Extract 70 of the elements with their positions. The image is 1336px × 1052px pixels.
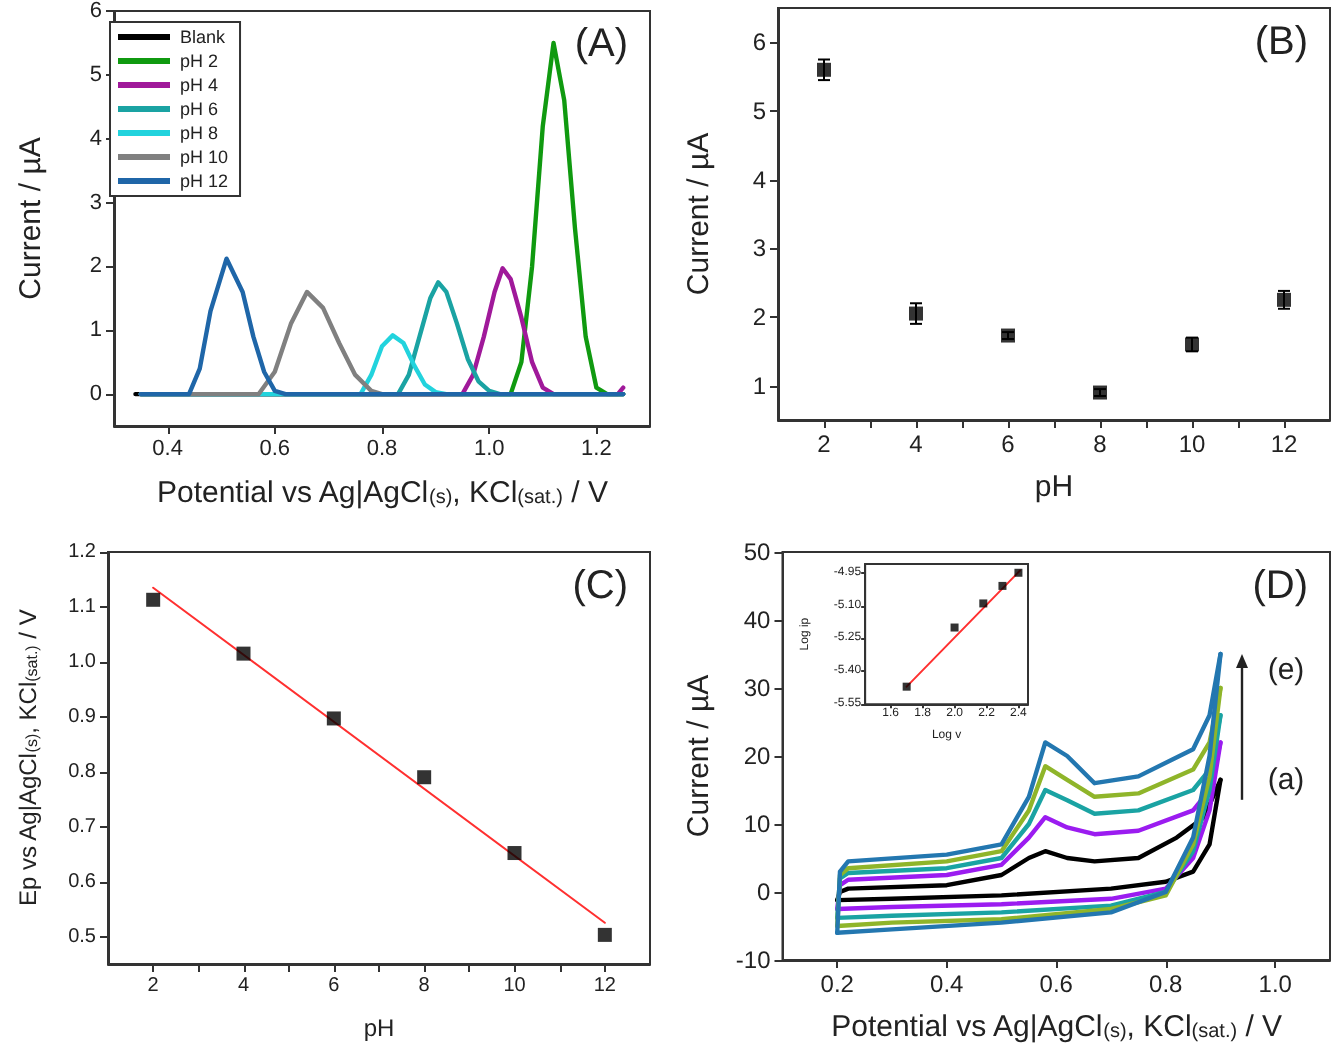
x-tick-label: 0.2 [820, 970, 855, 998]
y-tick-label: 1.2 [68, 541, 97, 563]
y-tick-label: 0 [89, 382, 102, 407]
chart-title: (A) [574, 22, 629, 66]
y-tick-label: 10 [743, 810, 772, 838]
annotation: (e) [1267, 653, 1305, 687]
y-tick-label: 3 [89, 190, 102, 215]
y-tick-label: 3 [752, 234, 767, 263]
legend-label: pH 10 [180, 147, 229, 167]
y-tick-label: 2 [89, 254, 102, 279]
y-tick-label: 0.6 [68, 870, 97, 893]
x-tick-label: 10 [1178, 430, 1206, 458]
legend-label: pH 8 [180, 123, 219, 143]
annotation: (a) [1267, 762, 1305, 797]
legend-label: pH 6 [180, 99, 219, 119]
y-tick-label: 40 [743, 606, 772, 634]
y-tick-label: 6 [752, 28, 767, 57]
x-tick-label: 0.6 [1039, 970, 1074, 998]
chart-title: (D) [1252, 564, 1308, 608]
y-tick-label: 0.7 [68, 815, 97, 838]
x-tick-label: 0.8 [366, 437, 398, 461]
legend-label: pH 2 [180, 51, 219, 71]
x-tick-label: 8 [418, 975, 431, 997]
x-axis-title: Potential vs Ag|AgCl(s), KCl(sat.) / V [831, 1010, 1283, 1044]
y-tick-label: 4 [752, 165, 767, 194]
x-tick-label: 0.6 [259, 437, 291, 461]
y-tick-label: 50 [743, 538, 772, 566]
y-tick-label: 2 [752, 303, 767, 331]
x-tick-label: 0.8 [1149, 970, 1184, 998]
x-tick-label: 1.0 [1258, 970, 1293, 998]
legend-label: pH 12 [180, 171, 229, 191]
x-tick-label: 2 [147, 975, 160, 997]
x-tick-label: 6 [328, 975, 341, 997]
y-axis-title: Current / µA [682, 674, 716, 838]
chart-title: (C) [572, 564, 628, 608]
x-tick-label: 10 [503, 975, 527, 997]
x-axis-title: Potential vs Ag|AgCl(s), KCl(sat.) / V [156, 476, 608, 510]
chart-title: (B) [1254, 20, 1309, 64]
y-tick-label: 1.1 [68, 595, 97, 618]
x-tick-label: 6 [1001, 430, 1016, 458]
y-tick-label: 5 [89, 62, 102, 87]
x-tick-label: 4 [237, 975, 250, 997]
x-tick-label: 0.4 [152, 437, 183, 461]
x-tick-label: 1.0 [473, 437, 505, 461]
y-axis-title: Ep vs Ag|AgCl(s), KCl(sat.) / V [14, 609, 42, 907]
y-tick-label: 0.5 [68, 925, 97, 948]
y-tick-label: 0.8 [68, 760, 97, 783]
y-tick-label: 20 [743, 742, 772, 770]
x-axis-title: pH [363, 1014, 395, 1042]
y-axis-title: Current / µA [682, 132, 716, 296]
y-tick-label: 1 [752, 371, 767, 400]
y-tick-label: 1 [89, 318, 102, 343]
legend-label: Blank [180, 27, 227, 47]
x-tick-label: 0.4 [930, 970, 965, 998]
x-tick-label: 4 [909, 430, 924, 458]
x-tick-label: 1.2 [581, 437, 612, 461]
x-tick-label: 12 [593, 975, 617, 997]
y-tick-label: 4 [89, 126, 102, 151]
y-tick-label: 1.0 [68, 650, 97, 673]
x-tick-label: 8 [1093, 430, 1108, 458]
y-tick-label: -10 [735, 946, 772, 974]
x-axis-title: pH [1034, 470, 1074, 504]
y-axis-title: Current / µA [14, 137, 48, 300]
y-tick-label: 6 [89, 0, 102, 23]
x-tick-label: 12 [1270, 430, 1298, 458]
legend-label: pH 4 [180, 75, 219, 95]
y-tick-label: 30 [743, 674, 772, 702]
y-tick-label: 5 [752, 97, 767, 125]
y-tick-label: 0 [757, 878, 772, 906]
y-tick-label: 0.9 [68, 705, 97, 728]
